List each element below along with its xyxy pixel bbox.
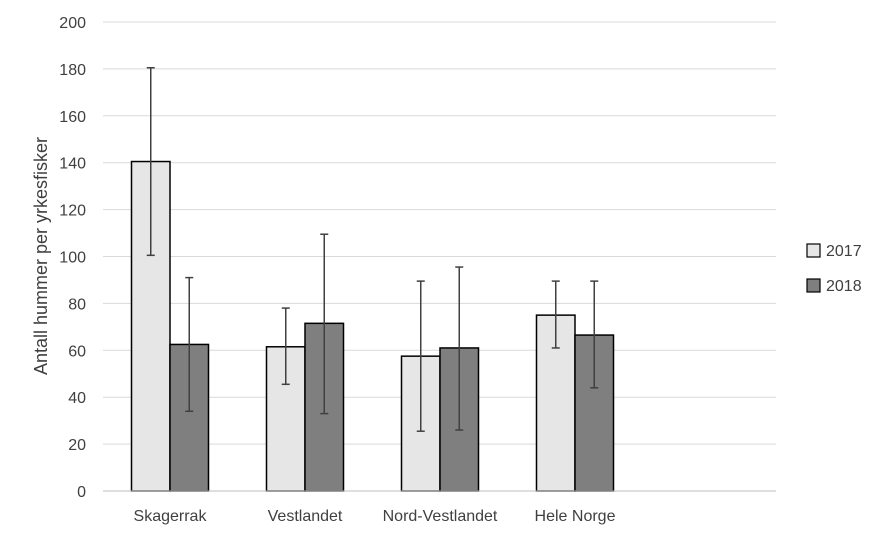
y-tick-label: 80 — [68, 296, 86, 313]
gridlines — [103, 21, 776, 445]
y-tick-label: 20 — [68, 437, 86, 454]
y-tick-label: 180 — [59, 62, 86, 79]
y-axis-tick-labels: 0 20 40 60 80 100 120 140 160 180 200 — [59, 15, 86, 501]
y-tick-label: 0 — [77, 484, 86, 501]
legend-label-2017: 2017 — [826, 243, 862, 260]
legend-label-2018: 2018 — [826, 278, 862, 295]
error-bars — [146, 66, 599, 432]
x-axis-category-labels: Skagerrak Vestlandet Nord-Vestlandet Hele N… — [134, 508, 616, 525]
y-tick-label: 160 — [59, 109, 86, 126]
category-label: Vestlandet — [268, 508, 343, 525]
y-tick-label: 200 — [59, 15, 86, 32]
bars — [130, 160, 615, 492]
legend: 2017 2018 — [806, 243, 862, 295]
y-tick-label: 60 — [68, 343, 86, 360]
category-label: Skagerrak — [134, 508, 208, 525]
y-tick-label: 120 — [59, 203, 86, 220]
legend-swatch-2017 — [806, 243, 821, 258]
y-axis-label: Antall hummer per yrkesfisker — [31, 137, 51, 375]
legend-swatch-2018 — [806, 278, 821, 293]
y-tick-label: 100 — [59, 250, 86, 267]
category-label: Nord-Vestlandet — [383, 508, 498, 525]
y-tick-label: 140 — [59, 156, 86, 173]
category-label: Hele Norge — [535, 508, 616, 525]
y-tick-label: 40 — [68, 390, 86, 407]
